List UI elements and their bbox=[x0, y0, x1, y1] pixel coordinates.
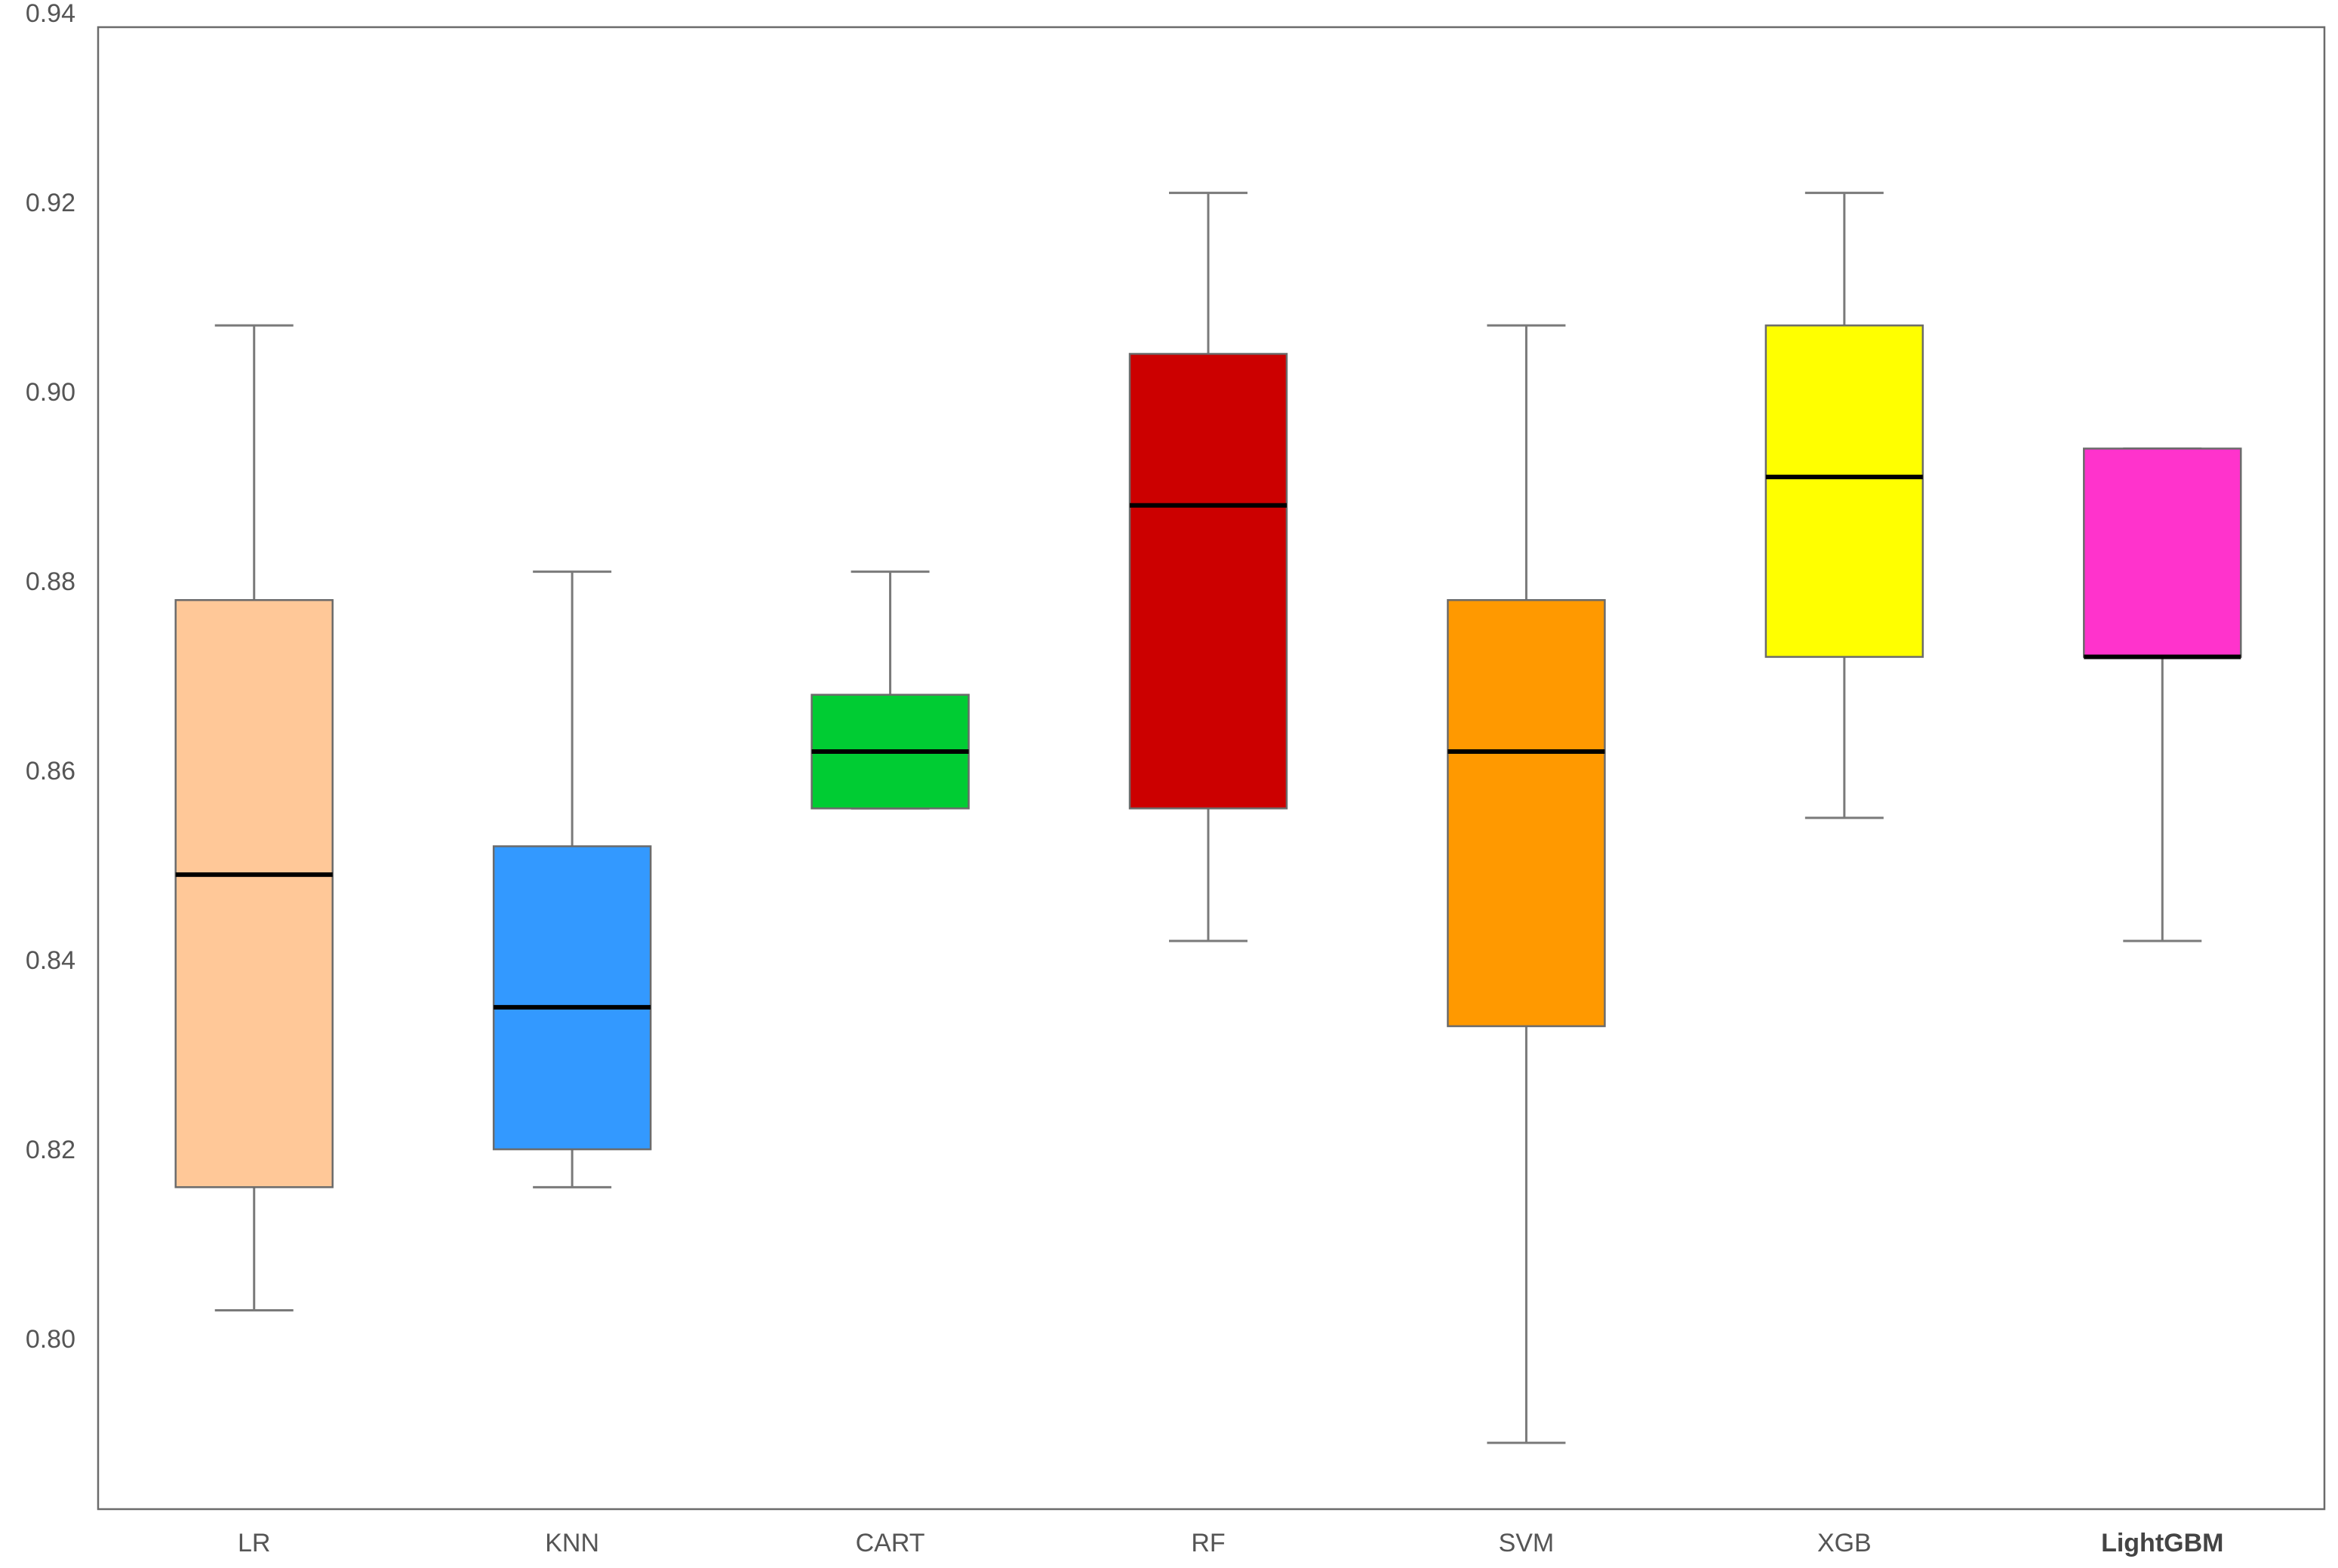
iqr-box bbox=[1764, 324, 1924, 658]
x-tick-label: XGB bbox=[1817, 1529, 1872, 1557]
box-rf bbox=[1128, 192, 1288, 942]
y-tick-label: 0.90 bbox=[26, 378, 75, 407]
box-xgb bbox=[1764, 192, 1924, 819]
box-lr bbox=[174, 324, 334, 1311]
y-axis-ticks: 0.94 0.92 0.90 0.88 0.86 0.84 0.82 0.80 bbox=[26, 0, 75, 1354]
y-tick-label: 0.82 bbox=[26, 1136, 75, 1164]
y-tick-label: 0.86 bbox=[26, 757, 75, 786]
y-tick-label: 0.92 bbox=[26, 189, 75, 217]
iqr-box bbox=[2083, 447, 2242, 658]
box-lightgbm bbox=[2083, 447, 2242, 942]
y-tick-label: 0.88 bbox=[26, 567, 75, 596]
x-tick-label: CART bbox=[856, 1529, 925, 1557]
box-series bbox=[174, 192, 2242, 1444]
iqr-box bbox=[1447, 598, 1606, 1028]
x-tick-label: LR bbox=[238, 1529, 270, 1557]
x-tick-label: LightGBM bbox=[2101, 1529, 2223, 1557]
iqr-box bbox=[492, 845, 652, 1151]
x-tick-label: RF bbox=[1191, 1529, 1225, 1557]
y-tick-label: 0.84 bbox=[26, 946, 75, 975]
plot-area-frame bbox=[97, 26, 2326, 1511]
box-cart bbox=[811, 570, 970, 810]
y-tick-label: 0.80 bbox=[26, 1325, 75, 1354]
box-knn bbox=[492, 570, 652, 1188]
iqr-box bbox=[1128, 352, 1288, 810]
iqr-box bbox=[174, 598, 334, 1188]
x-axis-ticks: LR KNN CART RF SVM XGB LightGBM bbox=[238, 1529, 2224, 1557]
y-tick-label: 0.94 bbox=[26, 0, 75, 28]
x-tick-label: SVM bbox=[1499, 1529, 1555, 1557]
x-tick-label: KNN bbox=[545, 1529, 599, 1557]
box-svm bbox=[1447, 324, 1606, 1444]
